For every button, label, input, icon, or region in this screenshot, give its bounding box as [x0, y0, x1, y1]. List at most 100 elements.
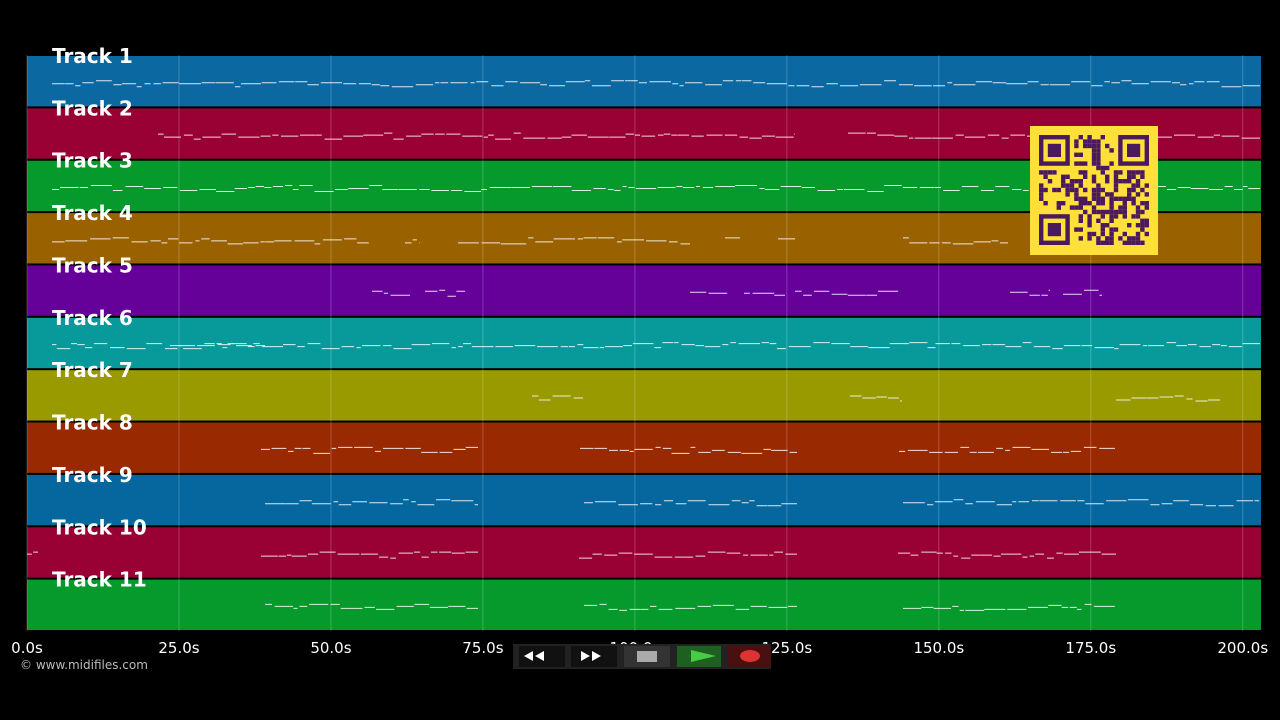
note-trace: [903, 237, 1008, 245]
qr-module: [1065, 183, 1070, 188]
qr-module: [1096, 240, 1101, 245]
stop-button[interactable]: [624, 646, 670, 667]
qr-module: [1087, 223, 1092, 228]
qr-module: [1096, 218, 1101, 223]
qr-module: [1069, 183, 1075, 188]
play-button[interactable]: [677, 646, 721, 667]
note-trace: [899, 446, 1115, 453]
tick-label: 75.0s: [462, 639, 503, 657]
qr-module: [1109, 205, 1114, 210]
qr-module: [1078, 218, 1083, 223]
qr-module: [1140, 218, 1145, 223]
qr-module: [1091, 152, 1097, 157]
qr-module: [1105, 165, 1110, 171]
qr-module: [1074, 139, 1079, 144]
qr-module: [1096, 165, 1101, 171]
track-lane: [27, 527, 1261, 578]
tick-label: 50.0s: [310, 639, 351, 657]
forward-button[interactable]: [571, 646, 617, 667]
qr-module: [1096, 157, 1101, 162]
qr-module: [1065, 187, 1070, 193]
qr-module: [1061, 179, 1066, 184]
note-trace: [1116, 395, 1220, 402]
qr-module: [1127, 170, 1132, 175]
qr-module: [1127, 240, 1132, 245]
qr-module: [1083, 174, 1088, 179]
qr-module: [1105, 223, 1110, 228]
qr-module: [1039, 187, 1044, 193]
track-labels: Track 1 Track 2 Track 3 Track 4 Track 5 Track…: [52, 44, 147, 592]
qr-module: [1083, 143, 1088, 149]
qr-module: [1043, 174, 1048, 179]
note-trace: [265, 603, 478, 610]
qr-module: [1096, 196, 1101, 201]
qr-module: [1109, 148, 1114, 153]
qr-module: [1135, 179, 1141, 184]
note-trace: [261, 551, 478, 559]
qr-module: [1083, 139, 1088, 144]
qr-module: [1091, 187, 1097, 193]
qr-module: [1091, 231, 1097, 237]
notes: [27, 80, 1260, 611]
qr-module: [1122, 205, 1127, 210]
qr-module: [1069, 187, 1075, 193]
track-label: Track 7: [52, 358, 133, 382]
qr-module: [1135, 170, 1141, 175]
tick-label: 150.0s: [913, 639, 964, 657]
qr-module: [1100, 223, 1105, 228]
qr-module: [1105, 236, 1110, 241]
forward-icon[interactable]: [581, 651, 601, 661]
qr-module: [1140, 223, 1145, 228]
qr-module: [1109, 201, 1114, 206]
qr-module: [1091, 196, 1097, 201]
qr-module: [1109, 161, 1114, 166]
qr-module: [1087, 214, 1092, 219]
qr-module: [1140, 174, 1145, 179]
qr-module: [1122, 209, 1127, 215]
qr-module: [1135, 231, 1141, 237]
note-trace: [265, 499, 478, 506]
track-lane: [27, 265, 1261, 316]
qr-module: [1091, 161, 1097, 166]
note-trace: [850, 395, 902, 402]
qr-module: [1144, 223, 1149, 228]
qr-module: [1078, 236, 1083, 241]
note-trace: [425, 289, 465, 297]
track-label: Track 11: [52, 568, 147, 592]
qr-module: [1113, 170, 1119, 175]
qr-module: [1096, 139, 1101, 144]
qr-module: [1039, 196, 1044, 201]
note-trace: [584, 603, 797, 611]
tick-label: 125.0s: [761, 639, 812, 657]
qr-module: [1091, 174, 1097, 179]
qr-module: [1135, 214, 1141, 219]
qr-module: [1113, 179, 1119, 184]
note-trace: [52, 237, 369, 245]
qr-module: [1078, 201, 1083, 206]
qr-module: [1100, 187, 1105, 193]
qr-module: [1091, 157, 1097, 162]
record-icon[interactable]: [740, 650, 760, 662]
qr-module: [1140, 187, 1145, 193]
track-label: Track 10: [52, 515, 147, 539]
play-icon[interactable]: [691, 650, 716, 662]
rewind-button[interactable]: [519, 646, 565, 667]
record-button[interactable]: [728, 646, 771, 667]
qr-finder: [1127, 143, 1141, 157]
qr-module: [1100, 165, 1105, 171]
qr-module: [1039, 192, 1044, 197]
track-label: Track 1: [52, 44, 133, 68]
qr-module: [1118, 170, 1123, 175]
qr-module: [1144, 218, 1149, 223]
qr-module: [1122, 201, 1127, 206]
note-trace: [795, 290, 899, 296]
qr-module: [1100, 240, 1105, 245]
qr-module: [1144, 183, 1149, 188]
qr-module: [1105, 143, 1110, 149]
qr-module: [1091, 192, 1097, 197]
rewind-icon[interactable]: [524, 651, 544, 661]
track-lane: [27, 422, 1261, 473]
stop-icon[interactable]: [637, 651, 657, 662]
note-trace: [405, 239, 420, 244]
tick-label: 200.0s: [1217, 639, 1268, 657]
